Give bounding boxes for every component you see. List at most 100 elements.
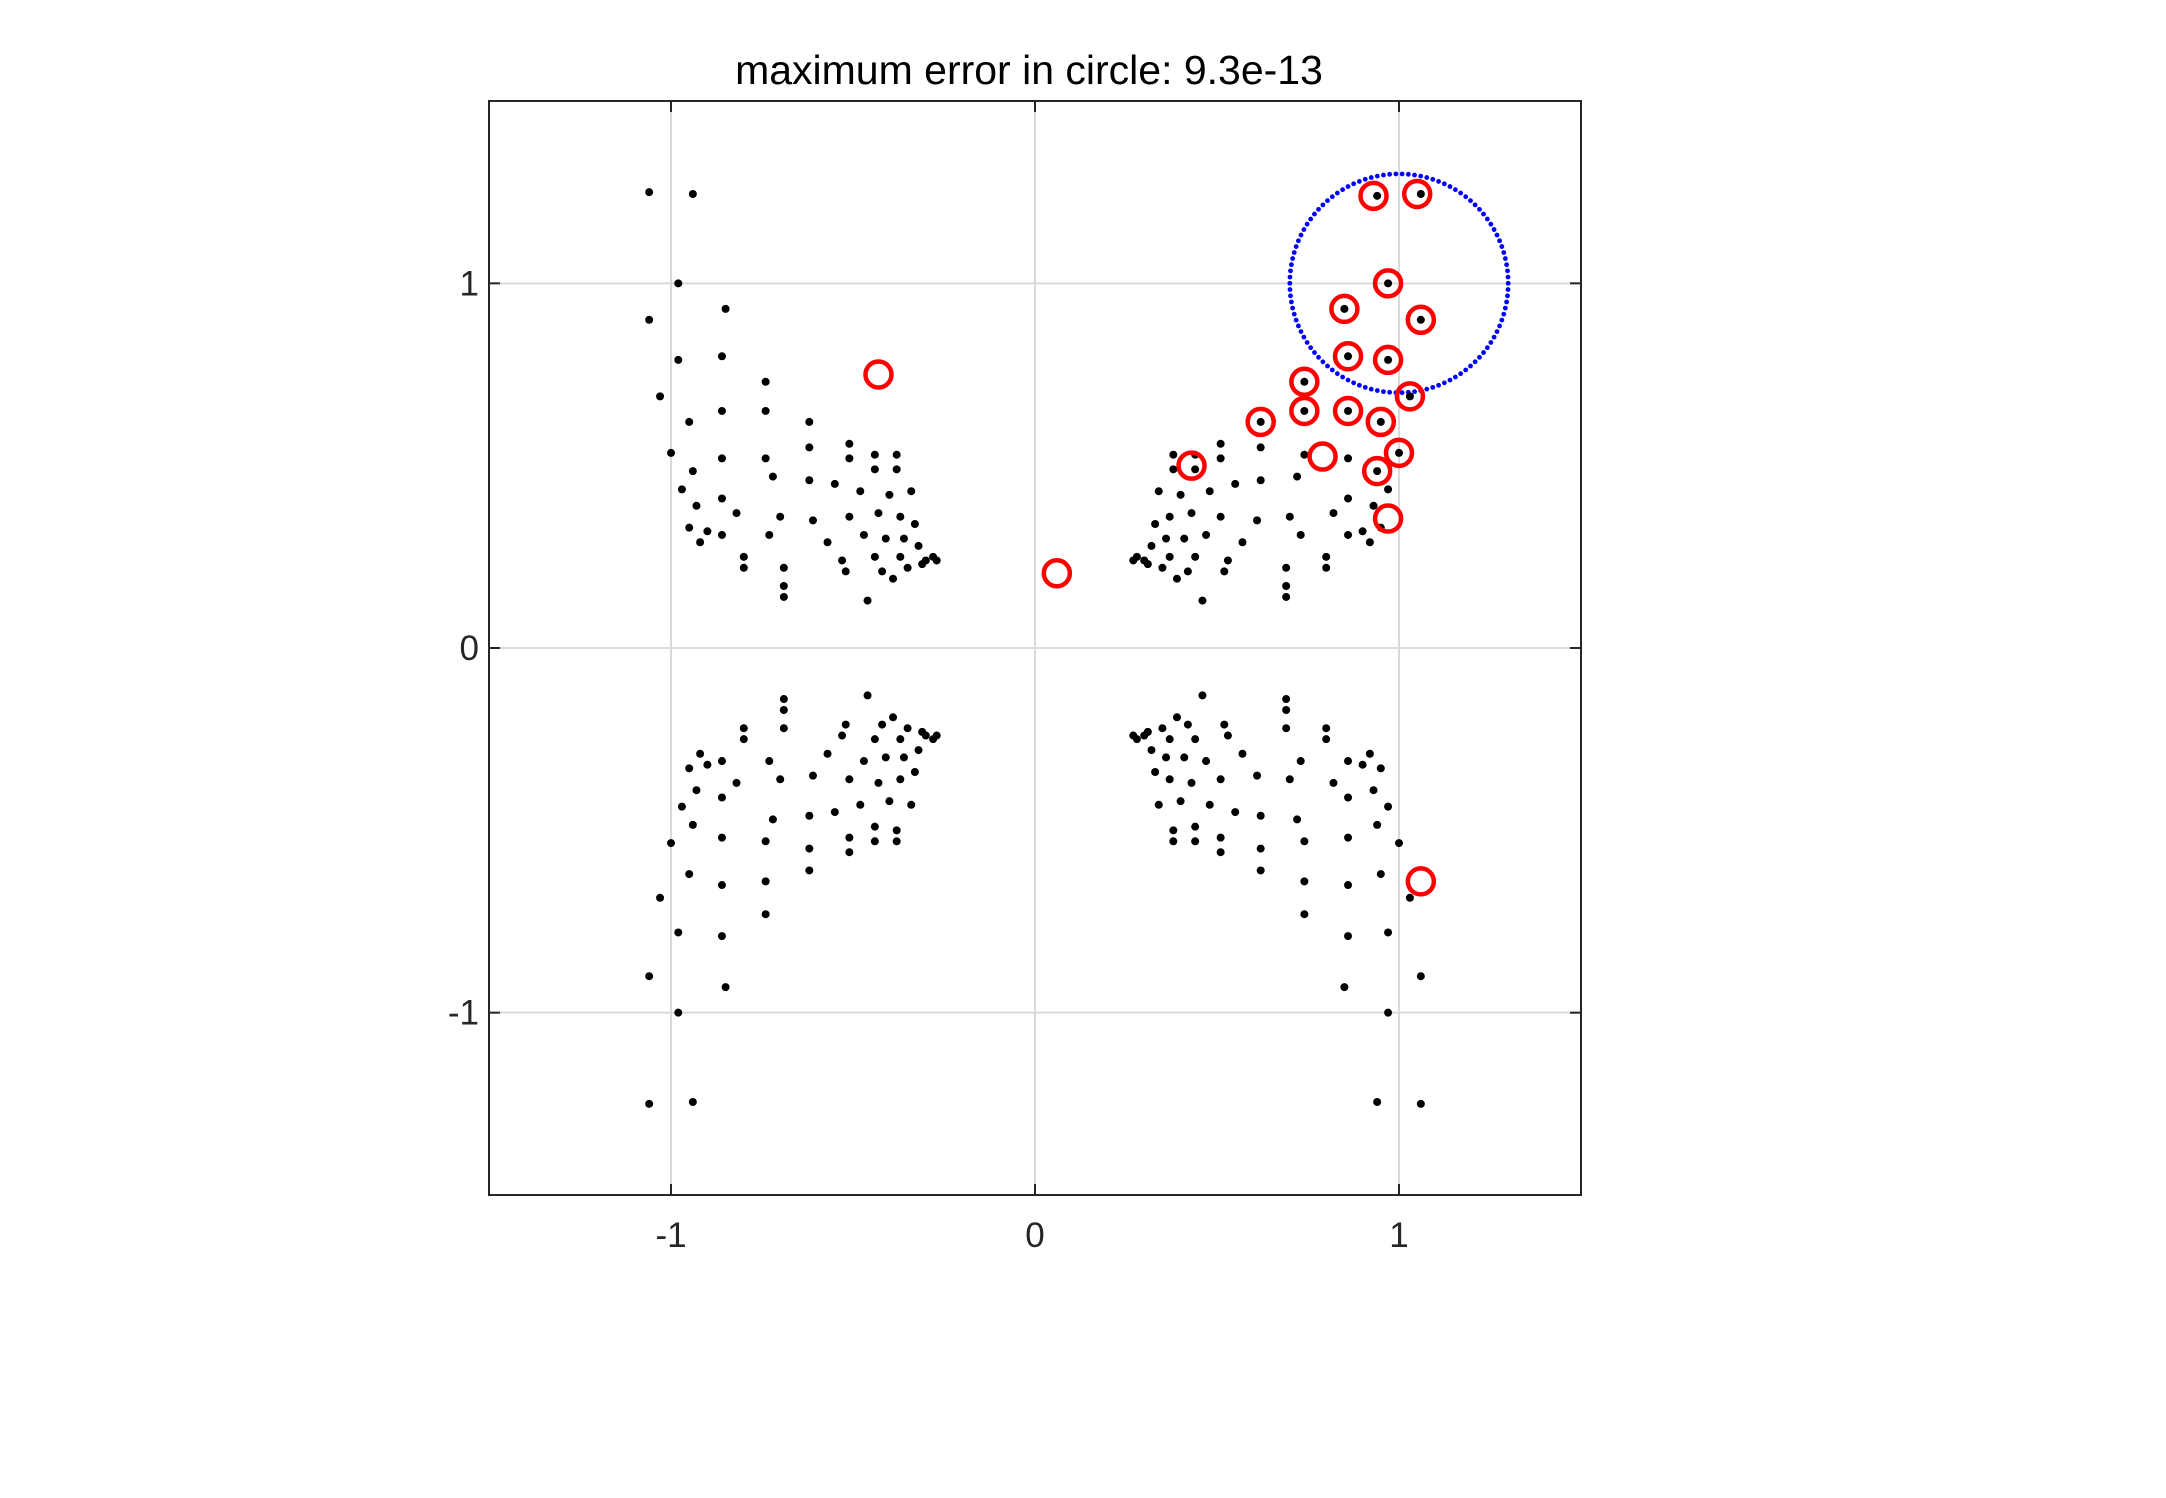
data-point	[823, 538, 832, 547]
circle-boundary-dot	[1436, 382, 1442, 388]
circle-boundary-dot	[1452, 187, 1458, 193]
circle-boundary-dot	[1484, 345, 1490, 351]
data-point	[1205, 487, 1214, 496]
data-point	[899, 753, 908, 762]
data-point	[881, 534, 890, 543]
data-point	[656, 392, 665, 401]
data-point	[779, 582, 788, 591]
data-point	[1282, 582, 1291, 591]
y-tick-label: 1	[460, 264, 479, 303]
data-point	[889, 574, 898, 583]
circle-boundary-dot	[1316, 206, 1321, 212]
circle-boundary-dot	[1288, 299, 1294, 305]
data-point	[1176, 797, 1185, 806]
circle-boundary-dot	[1320, 359, 1326, 365]
data-point	[889, 713, 898, 722]
circle-boundary-dot	[1291, 311, 1297, 317]
data-point	[717, 352, 726, 361]
data-point	[674, 355, 683, 364]
highlighted-point	[1405, 304, 1437, 336]
circle-boundary-dot	[1463, 194, 1469, 200]
circle-boundary-dot	[1488, 221, 1494, 227]
circle-boundary-dot	[1491, 227, 1497, 232]
data-point	[896, 735, 905, 744]
circle-boundary-dot	[1288, 262, 1294, 268]
circle-boundary-dot	[1481, 211, 1486, 217]
data-point	[1344, 530, 1353, 539]
data-point	[1344, 494, 1353, 503]
data-point	[1223, 731, 1232, 740]
data-point	[914, 541, 923, 550]
data-point	[1293, 472, 1302, 481]
data-point	[1191, 837, 1200, 846]
circle-boundary-dot	[1441, 181, 1447, 187]
circle-boundary-dot	[1329, 367, 1335, 373]
data-point	[805, 417, 814, 426]
data-point	[1198, 691, 1207, 700]
data-point	[779, 705, 788, 714]
data-point	[823, 749, 832, 758]
circle-boundary-dot	[1351, 380, 1357, 386]
data-point	[805, 476, 814, 485]
data-point	[1373, 467, 1382, 476]
data-point	[1216, 833, 1225, 842]
data-point	[899, 534, 908, 543]
data-point	[1373, 191, 1382, 200]
data-point	[918, 560, 927, 569]
data-point	[1344, 793, 1353, 802]
data-point	[667, 839, 675, 848]
data-point	[703, 527, 712, 536]
data-point	[1373, 820, 1382, 829]
data-point	[779, 563, 788, 572]
data-point	[1223, 556, 1232, 565]
data-point	[1231, 808, 1240, 817]
data-point	[1187, 509, 1196, 518]
data-point	[918, 727, 927, 736]
data-point	[1344, 454, 1353, 463]
data-point	[830, 479, 839, 488]
data-point	[1256, 476, 1265, 485]
data-point	[768, 472, 777, 481]
circle-boundary-dot	[1494, 329, 1500, 335]
circle-boundary-dot	[1356, 382, 1362, 388]
data-point	[1132, 735, 1141, 744]
circle-boundary-dot	[1362, 176, 1368, 182]
data-point	[1322, 552, 1331, 561]
data-point	[1220, 567, 1229, 576]
circle-boundary-dot	[1491, 334, 1497, 340]
circle-boundary-dot	[1393, 171, 1399, 177]
data-point	[1147, 746, 1156, 755]
data-point	[870, 822, 879, 831]
data-point	[929, 735, 938, 744]
data-point	[677, 802, 686, 811]
circle-boundary-dot	[1436, 178, 1442, 184]
data-point	[1376, 870, 1385, 879]
data-point	[1344, 833, 1353, 842]
data-point	[1187, 778, 1196, 787]
circle-boundary-dot	[1351, 181, 1357, 187]
data-point	[1300, 837, 1309, 846]
data-point	[874, 778, 883, 787]
circle-boundary-dot	[1381, 172, 1386, 178]
circle-boundary-dot	[1290, 256, 1296, 261]
data-point	[1172, 574, 1181, 583]
y-tick-label: 0	[460, 629, 479, 668]
highlighted-point	[1329, 293, 1360, 325]
data-point	[1253, 771, 1262, 780]
circle-boundary-dot	[1501, 250, 1507, 255]
data-point	[1344, 757, 1353, 766]
data-point	[1344, 932, 1353, 941]
data-point	[896, 775, 905, 784]
data-point	[841, 720, 850, 729]
data-point	[1151, 520, 1160, 529]
circle-boundary-dot	[1293, 244, 1299, 249]
data-point	[1180, 534, 1189, 543]
data-point	[1256, 844, 1265, 853]
circle-boundary-dot	[1399, 171, 1405, 177]
data-point	[685, 417, 694, 426]
circle-boundary-dot	[1340, 187, 1346, 193]
data-point	[859, 530, 868, 539]
data-point	[1384, 1008, 1393, 1017]
circle-boundary-dot	[1387, 171, 1393, 177]
data-point	[779, 592, 788, 601]
